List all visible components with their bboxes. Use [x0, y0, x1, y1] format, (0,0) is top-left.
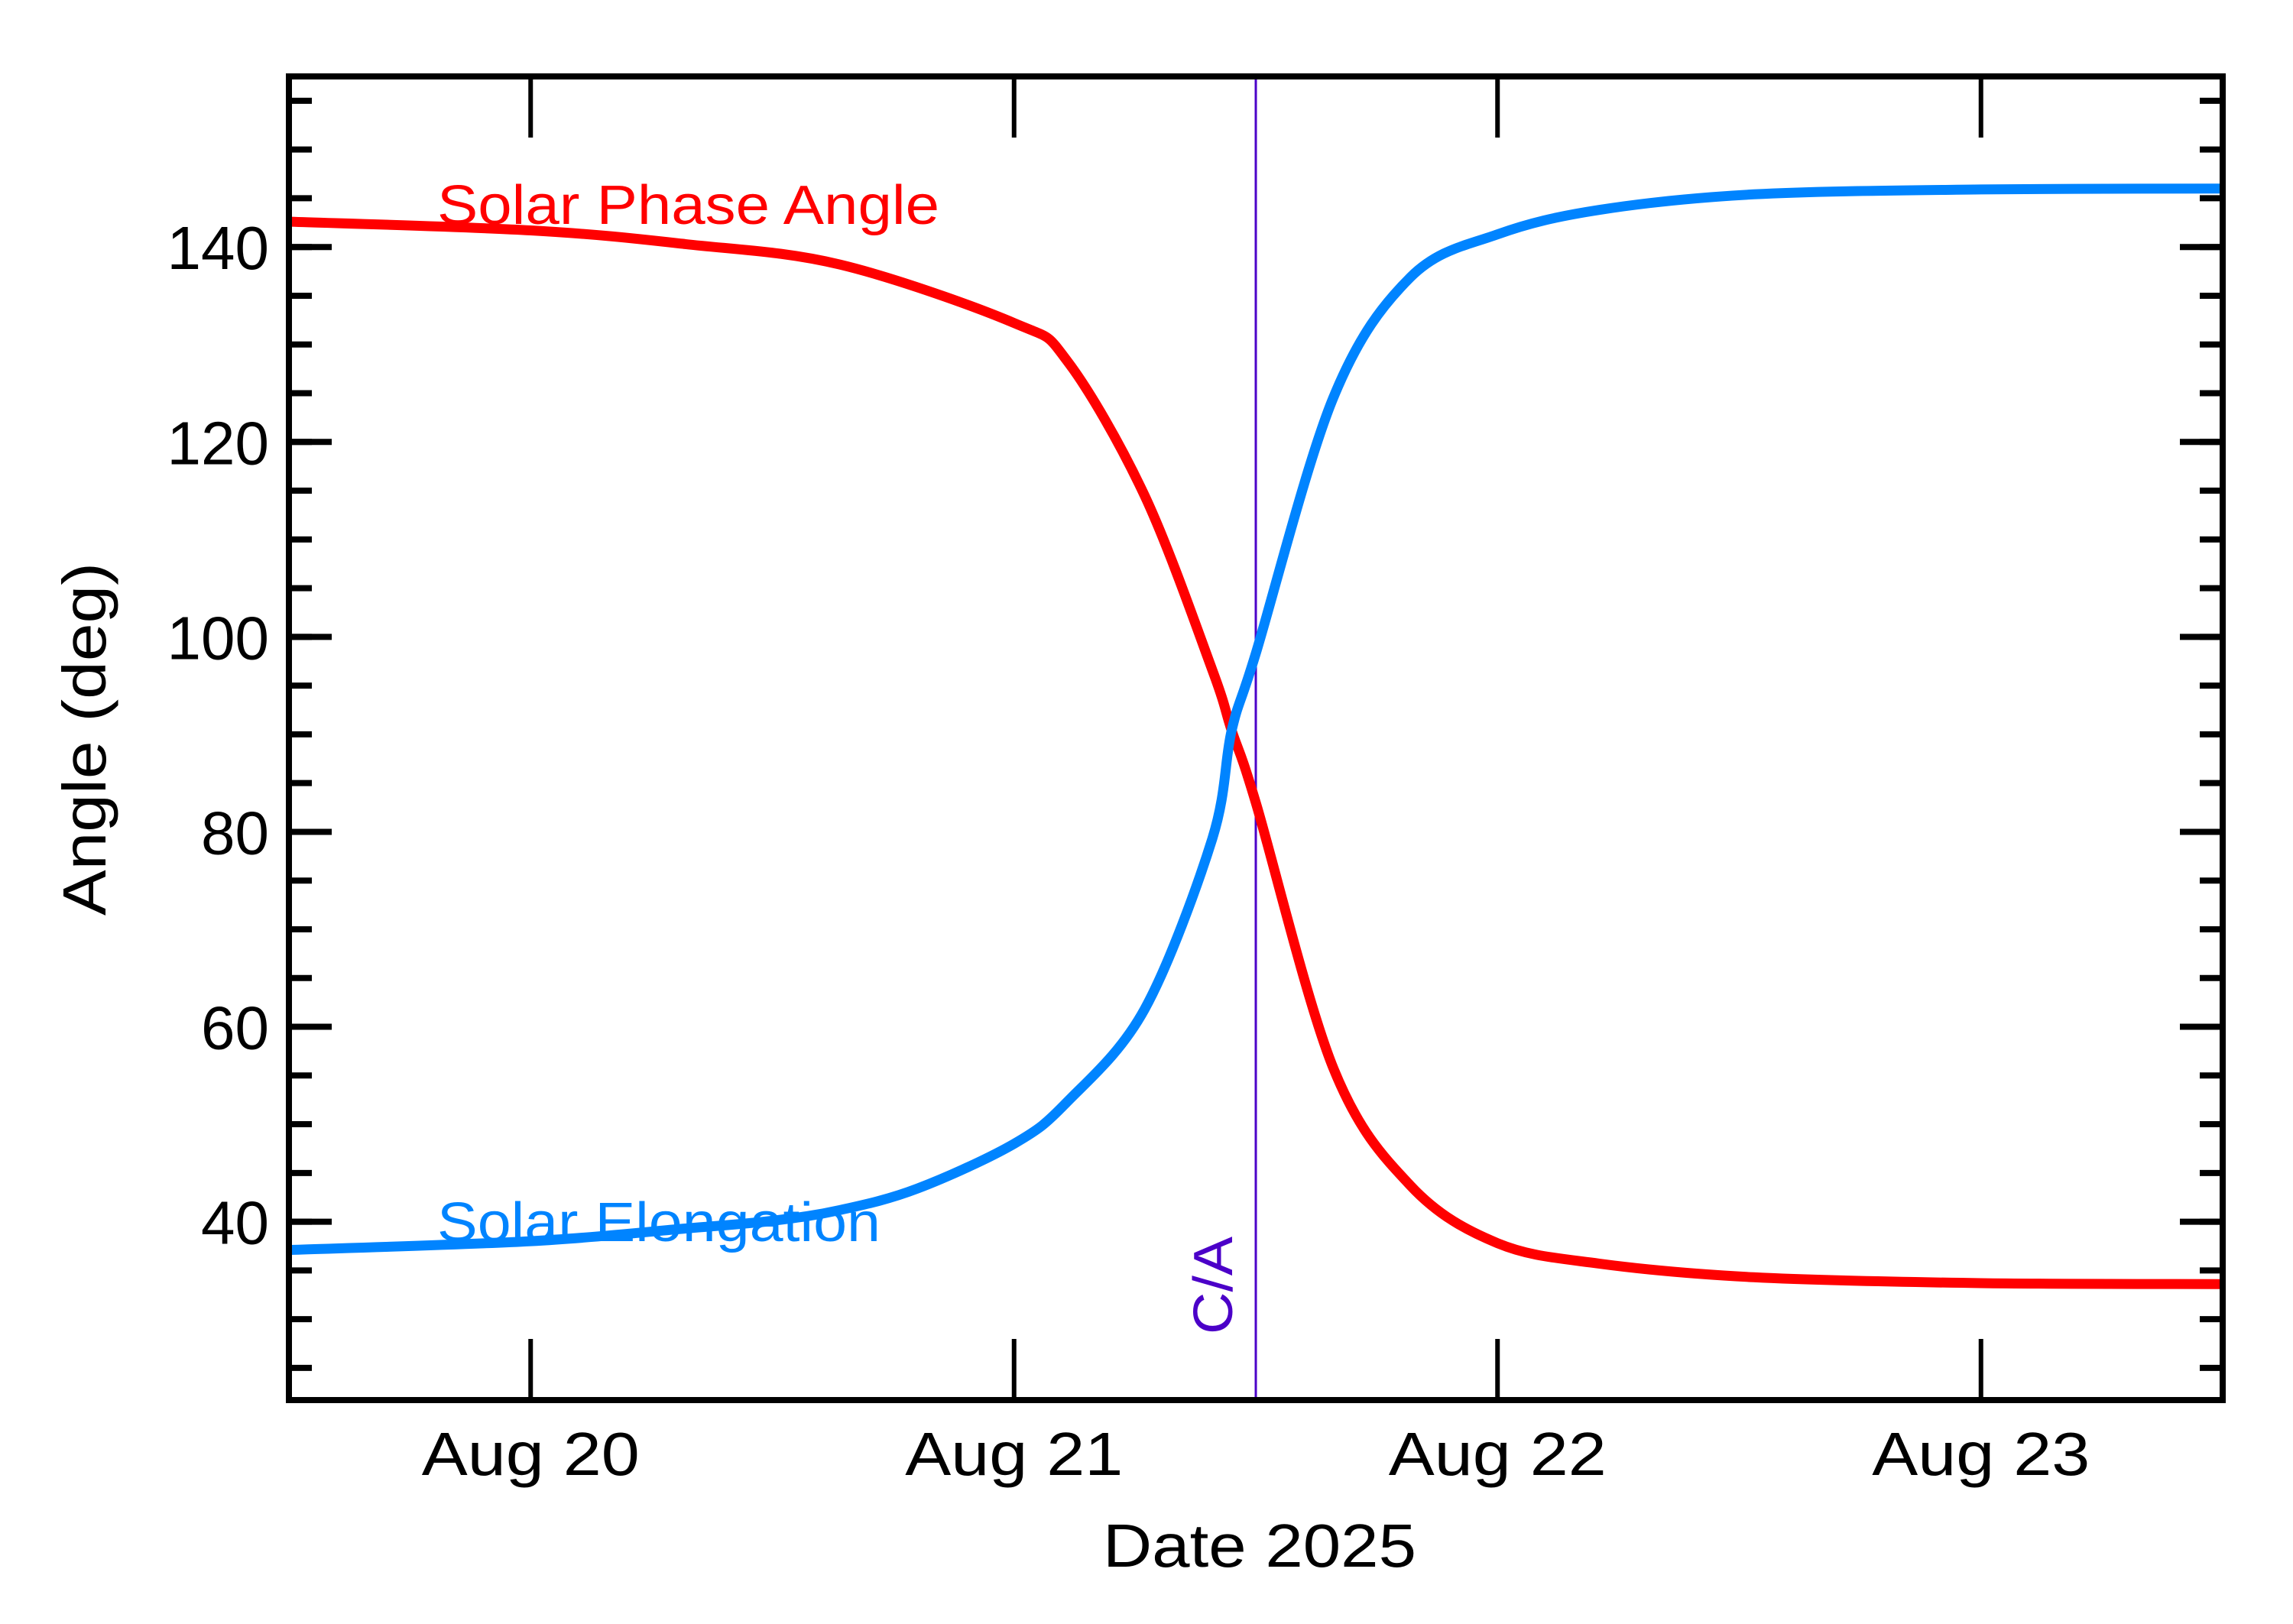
- x-tick-labels: Aug 20 Aug 21 Aug 22 Aug 23: [422, 1420, 2090, 1488]
- y-tick-label: 120: [167, 409, 269, 477]
- y-tick-label: 140: [167, 214, 269, 282]
- x-tick-label: Aug 23: [1872, 1420, 2090, 1488]
- y-tick-label: 100: [167, 604, 269, 672]
- solar-phase-angle-label: Solar Phase Angle: [437, 175, 939, 236]
- plot-frame: [286, 73, 2226, 1403]
- major-ticks: [289, 76, 2223, 1400]
- x-axis-title: Date 2025: [1103, 1512, 1416, 1580]
- solar-elongation-label: Solar Elongation: [437, 1192, 881, 1253]
- y-tick-labels: 40 60 80 100 120 140: [167, 214, 269, 1256]
- y-axis-title: Angle (deg): [50, 562, 118, 916]
- y-tick-label: 80: [201, 799, 269, 867]
- y-tick-label: 40: [201, 1189, 269, 1257]
- closest-approach-label: C/A: [1183, 1237, 1244, 1334]
- x-tick-label: Aug 20: [422, 1420, 640, 1488]
- x-tick-label: Aug 21: [905, 1420, 1123, 1488]
- x-tick-label: Aug 22: [1389, 1420, 1607, 1488]
- y-tick-label: 60: [201, 994, 269, 1062]
- solar-elongation-line: [288, 183, 2223, 1256]
